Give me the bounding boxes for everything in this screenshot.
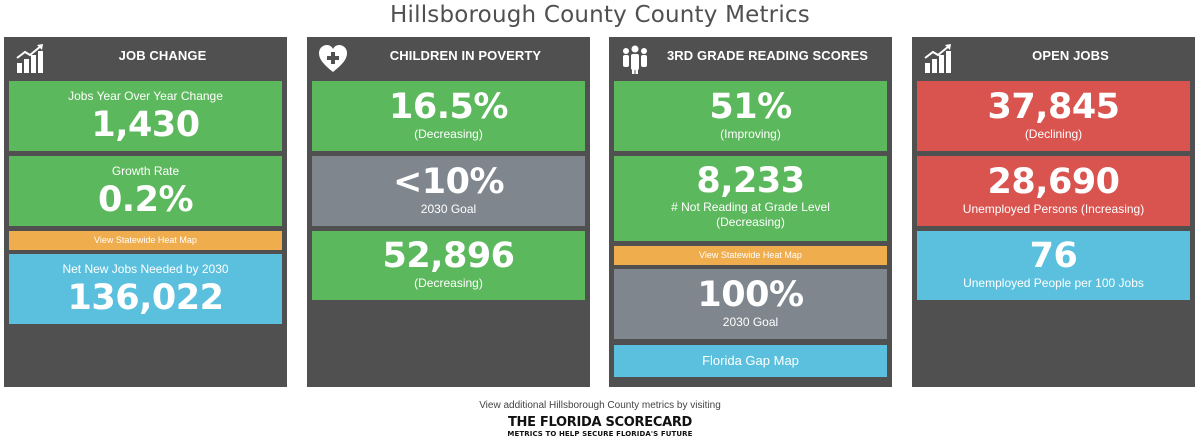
tile-value: <10% (392, 162, 505, 202)
tile-value: 76 (1029, 236, 1078, 276)
bar-chart-growth-icon (14, 43, 46, 75)
not-reading-tile: 8,233 # Not Reading at Grade Level (Decr… (614, 156, 887, 241)
tile-value: 1,430 (91, 105, 200, 145)
tile-note-trend: (Decreasing) (716, 215, 785, 229)
tile-note: Unemployed Persons (Increasing) (962, 202, 1145, 216)
growth-rate-tile: Growth Rate 0.2% (9, 156, 282, 226)
bar-chart-growth-icon (922, 43, 954, 75)
heart-plus-icon (317, 43, 349, 75)
panel-open-jobs: OPEN JOBS 37,845 (Declining) 28,690 Unem… (912, 37, 1195, 387)
open-jobs-tile: 37,845 (Declining) (917, 81, 1190, 151)
statewide-heat-map-link[interactable]: View Statewide Heat Map (614, 246, 887, 265)
tile-note: 2030 Goal (420, 202, 477, 216)
tile-note: Unemployed People per 100 Jobs (963, 276, 1144, 290)
tile-label: Growth Rate (111, 164, 180, 178)
panel-title: JOB CHANGE (118, 48, 207, 63)
unemployed-persons-tile: 28,690 Unemployed Persons (Increasing) (917, 156, 1190, 226)
logo-main-text: THE FLORIDA SCORECARD (507, 415, 693, 430)
tile-value: 136,022 (67, 278, 224, 318)
panel-header: OPEN JOBS (912, 37, 1195, 79)
tile-value: 0.2% (97, 180, 194, 220)
tile-label: Jobs Year Over Year Change (68, 89, 223, 103)
panel-header: CHILDREN IN POVERTY (307, 37, 590, 79)
panel-title: OPEN JOBS (1032, 48, 1109, 63)
tile-value: 51% (709, 87, 792, 127)
panel-children-in-poverty: CHILDREN IN POVERTY 16.5% (Decreasing) <… (307, 37, 590, 387)
poverty-count-tile: 52,896 (Decreasing) (312, 231, 585, 300)
tile-value: 52,896 (382, 236, 515, 276)
net-new-jobs-tile: Net New Jobs Needed by 2030 136,022 (9, 254, 282, 324)
reading-goal-tile: 100% 2030 Goal (614, 269, 887, 339)
statewide-heat-map-link[interactable]: View Statewide Heat Map (9, 231, 282, 250)
tile-label: Net New Jobs Needed by 2030 (62, 262, 229, 276)
tile-note: # Not Reading at Grade Level (671, 200, 830, 214)
tile-note: (Decreasing) (414, 276, 483, 290)
reading-score-tile: 51% (Improving) (614, 81, 887, 151)
tile-value: 16.5% (389, 87, 508, 127)
poverty-rate-tile: 16.5% (Decreasing) (312, 81, 585, 151)
page-title: Hillsborough County County Metrics (390, 2, 810, 28)
group-people-icon (619, 43, 651, 75)
jobs-yoy-tile: Jobs Year Over Year Change 1,430 (9, 81, 282, 151)
florida-gap-map-button[interactable]: Florida Gap Map (614, 345, 887, 377)
tile-value: 28,690 (987, 162, 1120, 202)
tile-note: (Decreasing) (414, 127, 483, 141)
panel-job-change: JOB CHANGE Jobs Year Over Year Change 1,… (4, 37, 287, 387)
unemployed-per-100-tile: 76 Unemployed People per 100 Jobs (917, 231, 1190, 300)
panel-header: JOB CHANGE (4, 37, 287, 79)
panel-reading-scores: 3RD GRADE READING SCORES 51% (Improving)… (609, 37, 892, 387)
florida-scorecard-logo[interactable]: THE FLORIDA SCORECARD METRICS TO HELP SE… (0, 415, 1200, 439)
tile-note: (Declining) (1024, 127, 1083, 141)
footer-text: View additional Hillsborough County metr… (479, 400, 721, 411)
panel-title: 3RD GRADE READING SCORES (666, 48, 869, 63)
tile-note: (Improving) (720, 127, 781, 141)
tile-value: 100% (697, 275, 804, 315)
tile-value: 8,233 (696, 161, 805, 201)
panel-header: 3RD GRADE READING SCORES (609, 37, 892, 79)
tile-note: 2030 Goal (722, 315, 779, 329)
poverty-goal-tile: <10% 2030 Goal (312, 156, 585, 226)
logo-tagline: METRICS TO HELP SECURE FLORIDA'S FUTURE (507, 430, 693, 438)
tile-value: 37,845 (987, 87, 1120, 127)
panel-title: CHILDREN IN POVERTY (389, 48, 542, 63)
